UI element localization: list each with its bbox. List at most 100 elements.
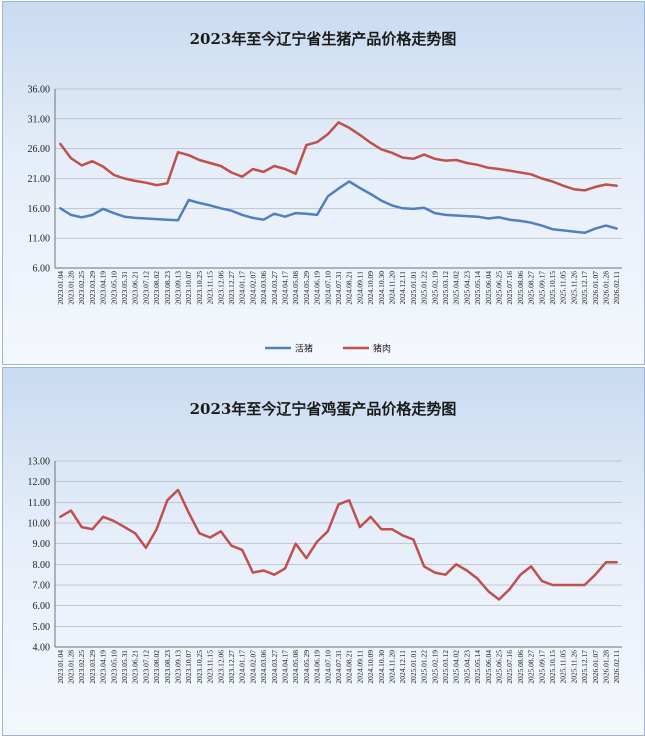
x-tick-label: 2026.01.28 (601, 650, 610, 684)
x-tick-label: 2025.07.16 (505, 271, 514, 305)
y-tick-label: 10.00 (28, 519, 51, 530)
x-tick-label: 2025.11.05 (559, 650, 568, 684)
x-tick-label: 2024.10.30 (377, 271, 386, 305)
x-tick-label: 2026.02.11 (612, 271, 621, 305)
x-tick-label: 2025.08.27 (527, 271, 536, 305)
y-tick-label: 6.00 (33, 264, 51, 275)
legend-label: 活猪 (295, 343, 313, 355)
x-tick-label: 2023.06.21 (131, 271, 140, 305)
x-tick-label: 2024.01.17 (238, 650, 247, 684)
x-tick-label: 2023.11.15 (206, 650, 215, 684)
x-tick-label: 2025.11.26 (569, 271, 578, 305)
x-tick-label: 2024.02.07 (248, 650, 257, 684)
x-tick-label: 2024.03.27 (270, 271, 279, 305)
x-tick-label: 2024.11.20 (387, 650, 396, 684)
x-tick-label: 2024.12.11 (398, 271, 407, 305)
x-tick-label: 2023.08.23 (163, 650, 172, 684)
y-tick-label: 36.00 (28, 85, 51, 96)
x-tick-label: 2024.09.11 (355, 650, 364, 684)
x-tick-label: 2023.02.25 (77, 650, 86, 684)
x-tick-label: 2023.04.19 (99, 271, 108, 305)
x-tick-label: 2024.01.17 (238, 271, 247, 305)
x-tick-label: 2024.05.08 (291, 271, 300, 305)
x-tick-label: 2024.03.06 (259, 650, 268, 684)
legend-label: 猪肉 (373, 343, 391, 355)
y-tick-label: 21.00 (28, 174, 51, 185)
x-tick-label: 2024.04.17 (281, 271, 290, 305)
x-tick-label: 2023.03.29 (88, 650, 97, 684)
x-tick-label: 2025.04.23 (462, 650, 471, 684)
x-tick-label: 2025.11.26 (569, 650, 578, 684)
x-tick-label: 2025.01.01 (409, 650, 418, 684)
x-tick-label: 2023.01.28 (67, 271, 76, 305)
x-tick-label: 2023.11.15 (206, 271, 215, 305)
x-tick-label: 2024.07.10 (323, 650, 332, 684)
x-tick-label: 2023.01.28 (67, 650, 76, 684)
x-tick-label: 2025.01.01 (409, 271, 418, 305)
y-tick-label: 31.00 (28, 114, 51, 125)
x-tick-label: 2025.07.16 (505, 650, 514, 684)
x-tick-label: 2025.08.06 (516, 271, 525, 305)
x-tick-label: 2025.08.27 (527, 650, 536, 684)
x-tick-label: 2023.12.27 (227, 650, 236, 684)
x-tick-label: 2025.06.04 (484, 271, 493, 305)
x-tick-label: 2025.11.05 (559, 271, 568, 305)
x-tick-label: 2025.03.12 (441, 271, 450, 305)
x-tick-label: 2023.07.12 (141, 650, 150, 684)
x-tick-label: 2025.04.02 (452, 271, 461, 305)
x-tick-label: 2026.01.28 (601, 271, 610, 305)
y-tick-label: 16.00 (28, 204, 51, 215)
x-tick-label: 2025.02.19 (430, 271, 439, 305)
x-tick-label: 2023.12.06 (216, 650, 225, 684)
egg-price-chart: 2023年至今辽宁省鸡蛋产品价格走势图 13.00 12.00 11.00 10.00 9… (28, 400, 622, 684)
x-tick-label: 2023.12.06 (216, 271, 225, 305)
x-tick-label: 2025.01.22 (420, 271, 429, 305)
x-tick-label: 2024.11.20 (387, 271, 396, 305)
y-tick-label: 9.00 (33, 539, 51, 550)
x-tick-label: 2023.04.19 (99, 650, 108, 684)
x-tick-label: 2024.12.11 (398, 650, 407, 684)
x-tick-label: 2024.05.29 (302, 271, 311, 305)
chart-title: 2023年至今辽宁省生猪产品价格走势图 (190, 30, 457, 48)
x-tick-label: 2024.03.27 (270, 650, 279, 684)
y-tick-label: 5.00 (33, 622, 51, 633)
egg-chart-panel: 2023年至今辽宁省鸡蛋产品价格走势图 13.00 12.00 11.00 10.00 9… (2, 367, 645, 736)
x-tick-label: 2023.12.27 (227, 271, 236, 305)
y-tick-label: 26.00 (28, 144, 51, 155)
y-tick-label: 7.00 (33, 581, 51, 592)
x-tick-label: 2023.10.07 (184, 650, 193, 684)
x-tick-label: 2023.05.10 (109, 650, 118, 684)
x-tick-label: 2025.06.25 (494, 271, 503, 305)
x-tick-label: 2024.05.29 (302, 650, 311, 684)
x-tick-label: 2024.02.07 (248, 271, 257, 305)
x-tick-label: 2024.04.17 (281, 650, 290, 684)
x-tick-label: 2023.07.12 (141, 271, 150, 305)
x-tick-label: 2023.02.25 (77, 271, 86, 305)
x-tick-label: 2023.05.31 (120, 650, 129, 684)
x-tick-label: 2023.10.25 (195, 271, 204, 305)
y-tick-label: 8.00 (33, 560, 51, 571)
x-tick-label: 2025.01.22 (420, 650, 429, 684)
y-tick-label: 6.00 (33, 601, 51, 612)
x-tick-label: 2026.02.11 (612, 650, 621, 684)
x-tick-label: 2024.06.19 (313, 650, 322, 684)
x-tick-label: 2025.06.04 (484, 650, 493, 684)
x-tick-label: 2023.10.07 (184, 271, 193, 305)
x-tick-label: 2023.08.23 (163, 271, 172, 305)
x-tick-label: 2023.05.10 (109, 271, 118, 305)
x-tick-label: 2023.06.21 (131, 650, 140, 684)
x-tick-label: 2025.03.12 (441, 650, 450, 684)
x-tick-label: 2024.09.11 (355, 271, 364, 305)
x-tick-label: 2026.01.07 (591, 650, 600, 684)
x-tick-label: 2024.03.06 (259, 271, 268, 305)
series-line (59, 488, 618, 601)
x-tick-label: 2024.06.19 (313, 271, 322, 305)
x-tick-label: 2024.07.31 (334, 650, 343, 684)
x-tick-label: 2026.01.07 (591, 271, 600, 305)
x-tick-label: 2023.05.31 (120, 271, 129, 305)
x-tick-label: 2025.12.17 (580, 650, 589, 684)
x-tick-label: 2023.08.02 (152, 650, 161, 684)
pork-price-chart: 2023年至今辽宁省生猪产品价格走势图 36.00 31.00 26.00 21.00 1… (28, 30, 622, 355)
x-tick-label: 2025.06.25 (494, 650, 503, 684)
x-tick-label: 2023.10.25 (195, 650, 204, 684)
